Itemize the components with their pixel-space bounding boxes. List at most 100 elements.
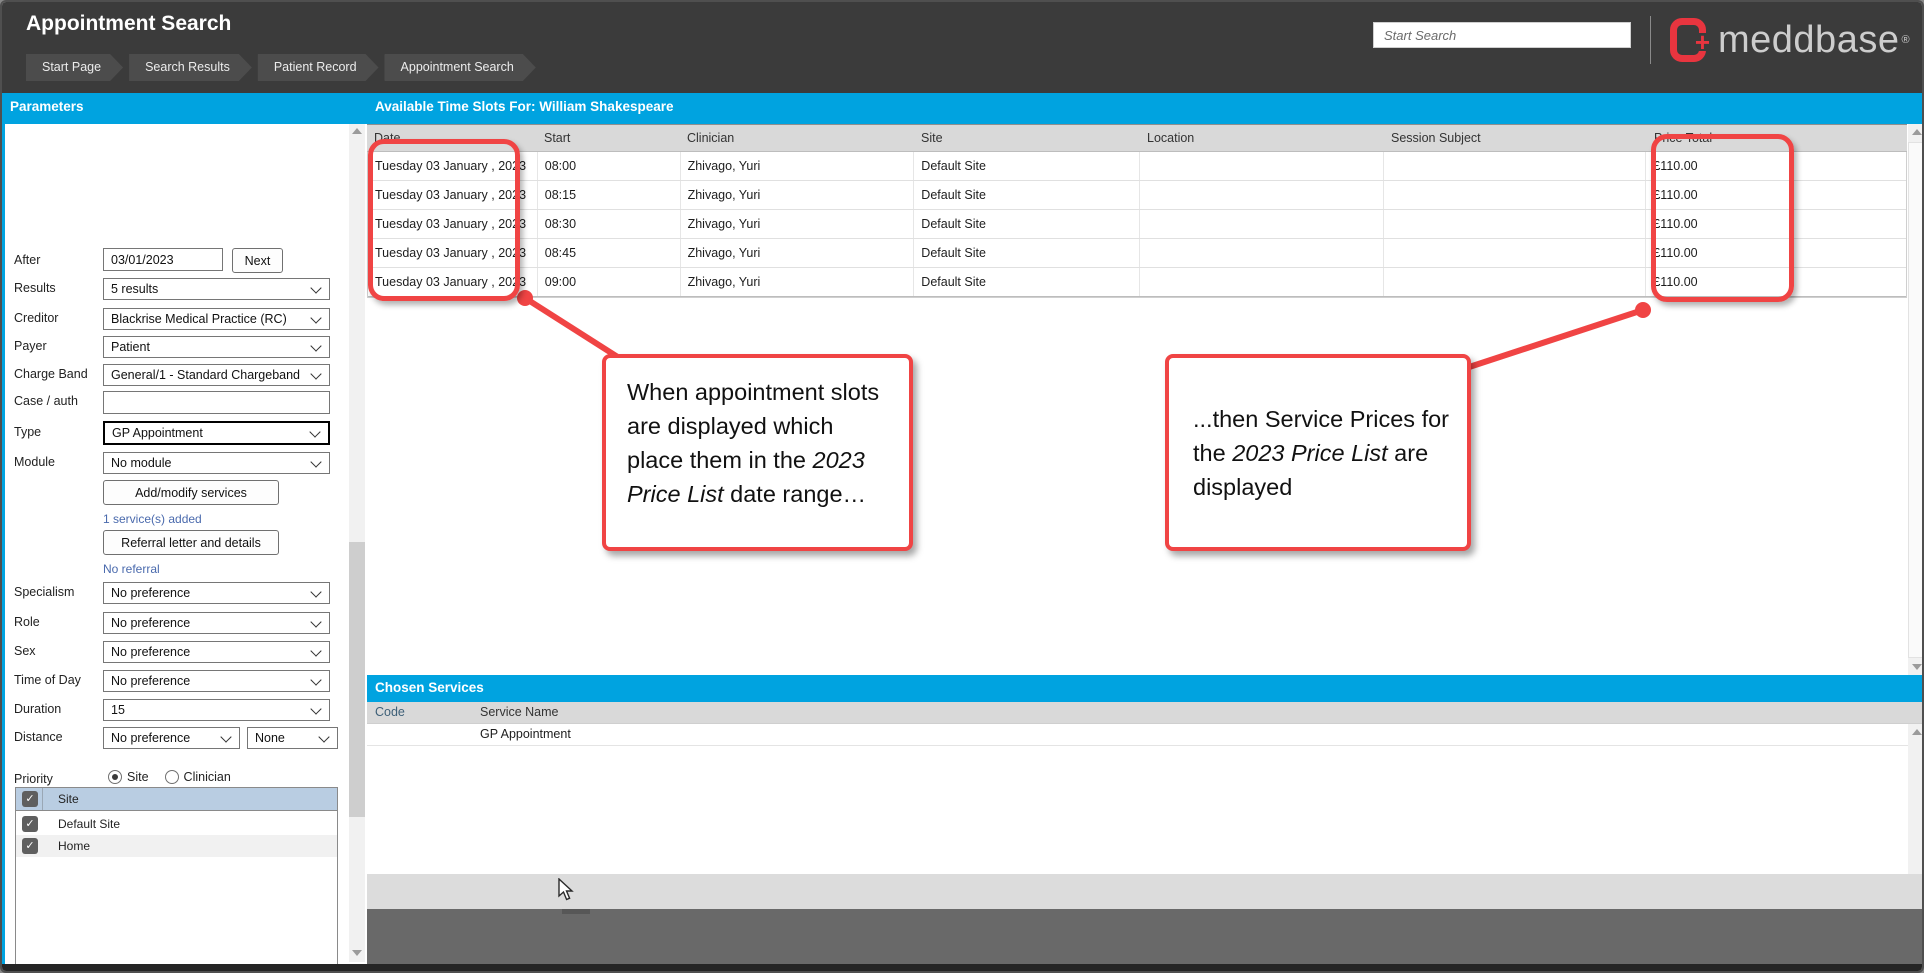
breadcrumb-patient-record[interactable]: Patient Record (258, 54, 379, 81)
splitter-handle[interactable] (562, 909, 590, 914)
parameters-scrollbar[interactable] (349, 124, 365, 962)
time-of-day-select[interactable]: No preference (103, 670, 330, 692)
sex-label: Sex (14, 644, 36, 658)
time-of-day-label: Time of Day (14, 673, 81, 687)
charge-band-label: Charge Band (14, 367, 88, 381)
plus-icon: + (1693, 27, 1711, 57)
logo-text: meddbase (1718, 18, 1900, 61)
no-referral-link[interactable]: No referral (103, 562, 160, 576)
parameters-scrollbar-thumb[interactable] (349, 542, 365, 817)
default-site-checkbox[interactable]: ✓ (22, 816, 38, 832)
site-item-home[interactable]: ✓ Home (16, 835, 337, 857)
priority-radio-group: Site Clinician (108, 768, 247, 786)
specialism-label: Specialism (14, 585, 75, 599)
priority-clinician-radio[interactable] (164, 770, 179, 784)
window-bottom-edge (2, 964, 1922, 971)
slots-table-body: Tuesday 03 January , 2023 08:00 Zhivago, Y… (367, 152, 1907, 298)
sex-select[interactable]: No preference (103, 641, 330, 663)
type-label: Type (14, 425, 42, 439)
chosen-services-bar: Chosen Services (367, 675, 1922, 702)
scroll-down-icon[interactable] (1912, 664, 1922, 670)
col-start[interactable]: Start (544, 131, 571, 145)
distance-select[interactable]: No preference (103, 727, 240, 749)
slot-row[interactable]: Tuesday 03 January , 2023 08:15 Zhivago, Y… (368, 181, 1906, 210)
slots-panel-title: Available Time Slots For: William Shakes… (375, 99, 674, 114)
services-added-link[interactable]: 1 service(s) added (103, 512, 202, 526)
module-label: Module (14, 455, 55, 469)
role-select[interactable]: No preference (103, 612, 330, 634)
site-header-checkbox[interactable]: ✓ (22, 791, 38, 807)
scroll-up-icon[interactable] (352, 128, 362, 134)
meddbase-logo: + meddbase ® (1670, 18, 1910, 62)
case-auth-input[interactable] (103, 391, 330, 414)
page-title: Appointment Search (26, 12, 232, 35)
breadcrumb: Start Page Search Results Patient Record… (26, 54, 542, 81)
distance-label: Distance (14, 730, 63, 744)
slots-scrollbar[interactable] (1908, 124, 1922, 675)
chosen-service-name: GP Appointment (480, 727, 571, 741)
breadcrumb-search-results[interactable]: Search Results (129, 54, 252, 81)
col-service-name[interactable]: Service Name (480, 705, 559, 719)
next-button[interactable]: Next (232, 248, 283, 273)
scroll-up-icon[interactable] (1912, 129, 1922, 135)
slot-row[interactable]: Tuesday 03 January , 2023 08:30 Zhivago, Y… (368, 210, 1906, 239)
duration-select[interactable]: 15 (103, 699, 330, 721)
col-code[interactable]: Code (375, 705, 405, 719)
module-select[interactable]: No module (103, 452, 330, 474)
payer-select[interactable]: Patient (103, 336, 330, 358)
col-payer[interactable]: Payer (1842, 705, 1922, 719)
role-label: Role (14, 615, 40, 629)
creditor-select[interactable]: Blackrise Medical Practice (RC) (103, 308, 330, 330)
logo-registered-mark: ® (1901, 34, 1910, 46)
section-bars: Parameters Available Time Slots For: Wil… (2, 93, 1922, 124)
breadcrumb-appointment-search[interactable]: Appointment Search (385, 54, 536, 81)
site-list: ✓ Site ✓ Default Site ✓ Home (15, 787, 338, 971)
results-select[interactable]: 5 results (103, 278, 330, 300)
scroll-down-icon[interactable] (352, 950, 362, 956)
col-clinician[interactable]: Clinician (687, 131, 735, 145)
scroll-up-icon[interactable] (1912, 729, 1922, 735)
left-annotation-callout: When appointment slots are displayed whi… (602, 354, 913, 551)
charge-band-select[interactable]: General/1 - Standard Chargeband (103, 364, 330, 386)
payer-label: Payer (14, 339, 47, 353)
bottom-dark-band (367, 909, 1922, 964)
chosen-scrollbar[interactable] (1908, 724, 1922, 874)
home-checkbox[interactable]: ✓ (22, 838, 38, 854)
chosen-table-header: Code Service Name Payer Net Price Gross … (367, 702, 1922, 724)
slot-row[interactable]: Tuesday 03 January , 2023 08:00 Zhivago, Y… (368, 152, 1906, 181)
site-list-header[interactable]: ✓ Site (16, 788, 337, 811)
specialism-select[interactable]: No preference (103, 582, 330, 604)
duration-label: Duration (14, 702, 62, 716)
bottom-scroll-band[interactable] (367, 874, 1922, 909)
distance-unit-select[interactable]: None (247, 727, 338, 749)
col-session-subject[interactable]: Session Subject (1391, 131, 1481, 145)
price-column-highlight (1651, 134, 1794, 302)
chosen-services-title: Chosen Services (375, 680, 484, 695)
after-label: After (14, 253, 41, 267)
parameters-panel-title: Parameters (10, 99, 84, 114)
search-input[interactable] (1374, 23, 1630, 47)
slot-row[interactable]: Tuesday 03 January , 2023 08:45 Zhivago, Y… (368, 239, 1906, 268)
chosen-service-row[interactable]: GP Appointment Patient 110.00 110.00 NA (367, 724, 1922, 746)
col-site[interactable]: Site (921, 131, 943, 145)
add-modify-services-button[interactable]: Add/modify services (103, 480, 279, 505)
slot-row[interactable]: Tuesday 03 January , 2023 09:00 Zhivago, Y… (368, 268, 1906, 297)
parameters-panel: After Next Results 5 results Creditor Bl… (2, 124, 348, 971)
breadcrumb-start-page[interactable]: Start Page (26, 54, 123, 81)
results-label: Results (14, 281, 56, 295)
meddbase-logo-icon: + (1670, 18, 1711, 62)
top-bar: Appointment Search Start Page Search Res… (2, 2, 1922, 93)
mouse-cursor (558, 878, 574, 901)
priority-site-radio[interactable] (108, 770, 122, 784)
site-item-default-site[interactable]: ✓ Default Site (16, 813, 337, 835)
header-divider (1650, 16, 1651, 64)
global-search (1373, 22, 1631, 48)
referral-letter-button[interactable]: Referral letter and details (103, 530, 279, 555)
col-location[interactable]: Location (1147, 131, 1195, 145)
after-date-input[interactable] (103, 248, 223, 271)
creditor-label: Creditor (14, 311, 59, 325)
slots-scrollbar-thumb[interactable] (1908, 142, 1922, 658)
type-select[interactable]: GP Appointment (103, 421, 330, 445)
case-auth-label: Case / auth (14, 394, 78, 408)
